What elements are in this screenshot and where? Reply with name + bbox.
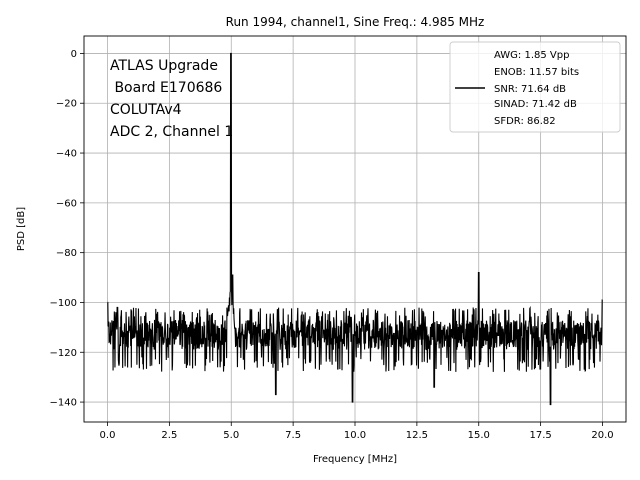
x-tick-label: 17.5 <box>529 430 551 441</box>
x-tick-label: 2.5 <box>161 430 177 441</box>
annotation-line-4: ADC 2, Channel 1 <box>110 124 233 140</box>
x-axis-ticks: 0.0 2.5 5.0 7.5 10.0 12.5 15.0 17.5 20.0 <box>100 422 614 441</box>
legend: AWG: 1.85 Vpp ENOB: 11.57 bits SNR: 71.6… <box>449 41 621 133</box>
psd-series-line <box>107 52 603 406</box>
annotation-line-3: COLUTAv4 <box>110 102 182 118</box>
y-tick-label: −140 <box>50 398 77 409</box>
y-axis-ticks: 0 −20 −40 −60 −80 −100 −120 −140 <box>50 49 84 409</box>
y-tick-label: −120 <box>50 348 77 359</box>
y-axis-label: PSD [dB] <box>16 207 27 251</box>
board-annotation: ATLAS Upgrade Board E170686 COLUTAv4 ADC… <box>110 58 233 140</box>
annotation-line-2: Board E170686 <box>110 80 222 96</box>
x-tick-label: 12.5 <box>406 430 428 441</box>
plot-area <box>107 52 603 406</box>
x-tick-label: 10.0 <box>344 430 366 441</box>
x-tick-label: 15.0 <box>468 430 490 441</box>
y-tick-label: −60 <box>56 198 77 209</box>
y-tick-label: −40 <box>56 149 77 160</box>
legend-line-2: ENOB: 11.57 bits <box>494 67 579 78</box>
y-tick-label: −100 <box>50 298 77 309</box>
x-tick-label: 7.5 <box>285 430 301 441</box>
x-tick-label: 0.0 <box>100 430 116 441</box>
legend-line-1: AWG: 1.85 Vpp <box>494 50 569 61</box>
x-tick-label: 20.0 <box>591 430 613 441</box>
legend-line-3: SNR: 71.64 dB <box>494 84 566 95</box>
chart-title: Run 1994, channel1, Sine Freq.: 4.985 MH… <box>226 15 485 29</box>
y-tick-label: −20 <box>56 99 77 110</box>
legend-box <box>449 41 621 133</box>
legend-line-5: SFDR: 86.82 <box>494 116 556 127</box>
annotation-line-1: ATLAS Upgrade <box>110 58 218 74</box>
y-tick-label: −80 <box>56 248 77 259</box>
x-axis-label: Frequency [MHz] <box>313 454 397 465</box>
x-tick-label: 5.0 <box>223 430 239 441</box>
legend-line-4: SINAD: 71.42 dB <box>494 99 577 110</box>
y-tick-label: 0 <box>71 49 77 60</box>
